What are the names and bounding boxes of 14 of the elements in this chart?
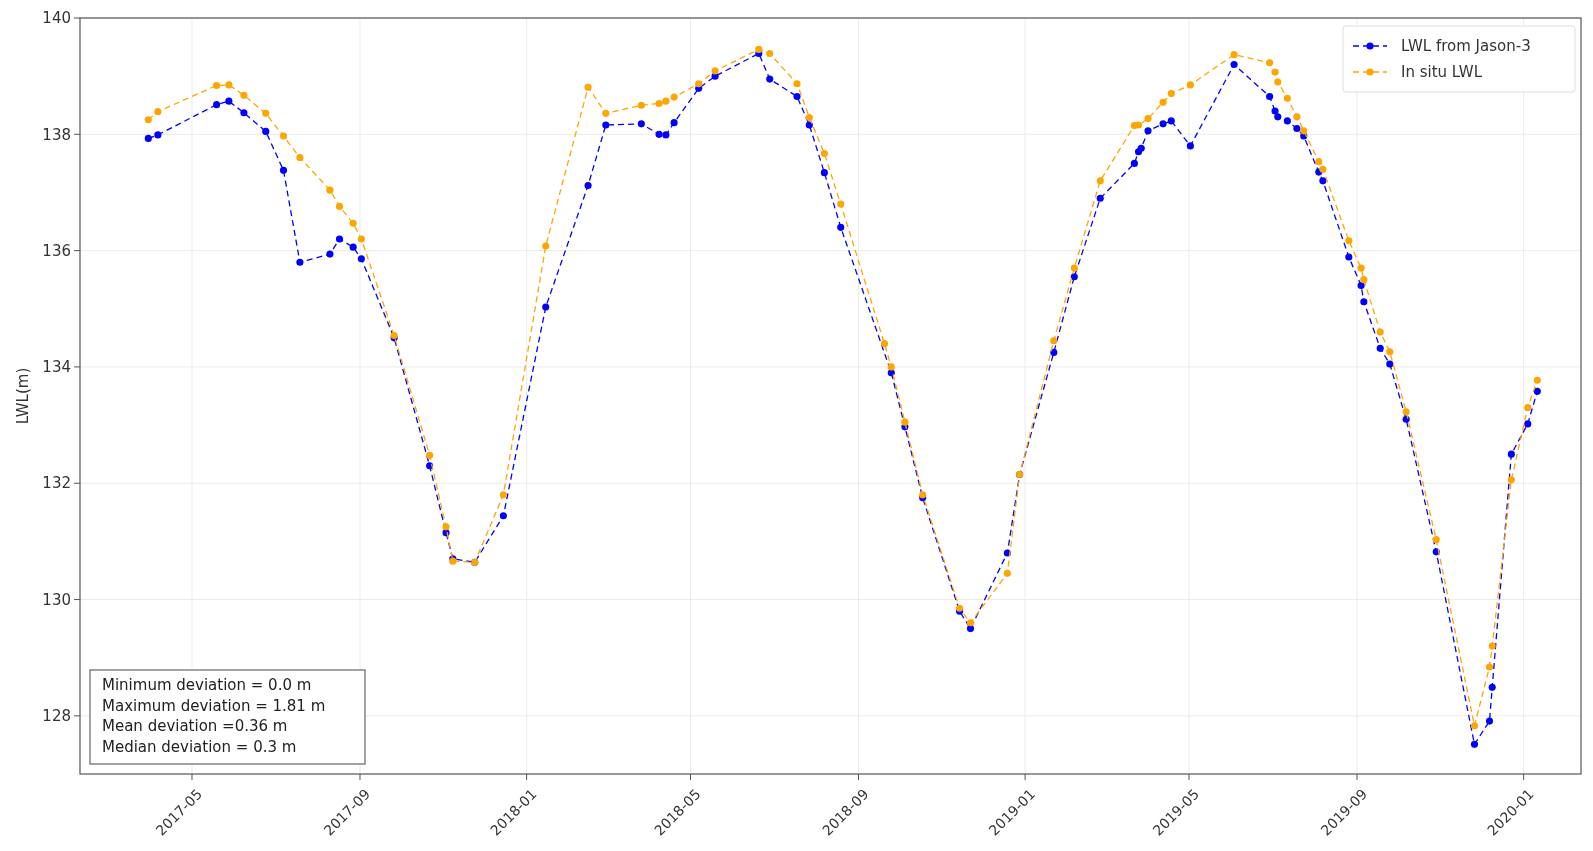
annotation: Mean deviation =0.36 m (102, 717, 288, 735)
y-tick-label: 136 (42, 241, 71, 260)
annotation: Median deviation = 0.3 m (102, 737, 297, 756)
legend-label: In situ LWL (1401, 63, 1483, 82)
annotation: Maximum deviation = 1.81 m (102, 696, 326, 715)
y-tick-label: 128 (42, 707, 71, 726)
annotation: Minimum deviation = 0.0 m (102, 676, 312, 694)
y-tick-label: 138 (42, 125, 71, 144)
y-tick-label: 140 (42, 9, 71, 28)
y-tick-label: 134 (42, 358, 71, 377)
y-axis-title: LWL(m) (14, 367, 32, 425)
y-tick-label: 130 (42, 590, 71, 609)
legend-label: LWL from Jason-3 (1401, 37, 1531, 56)
y-tick-label: 132 (42, 474, 71, 493)
